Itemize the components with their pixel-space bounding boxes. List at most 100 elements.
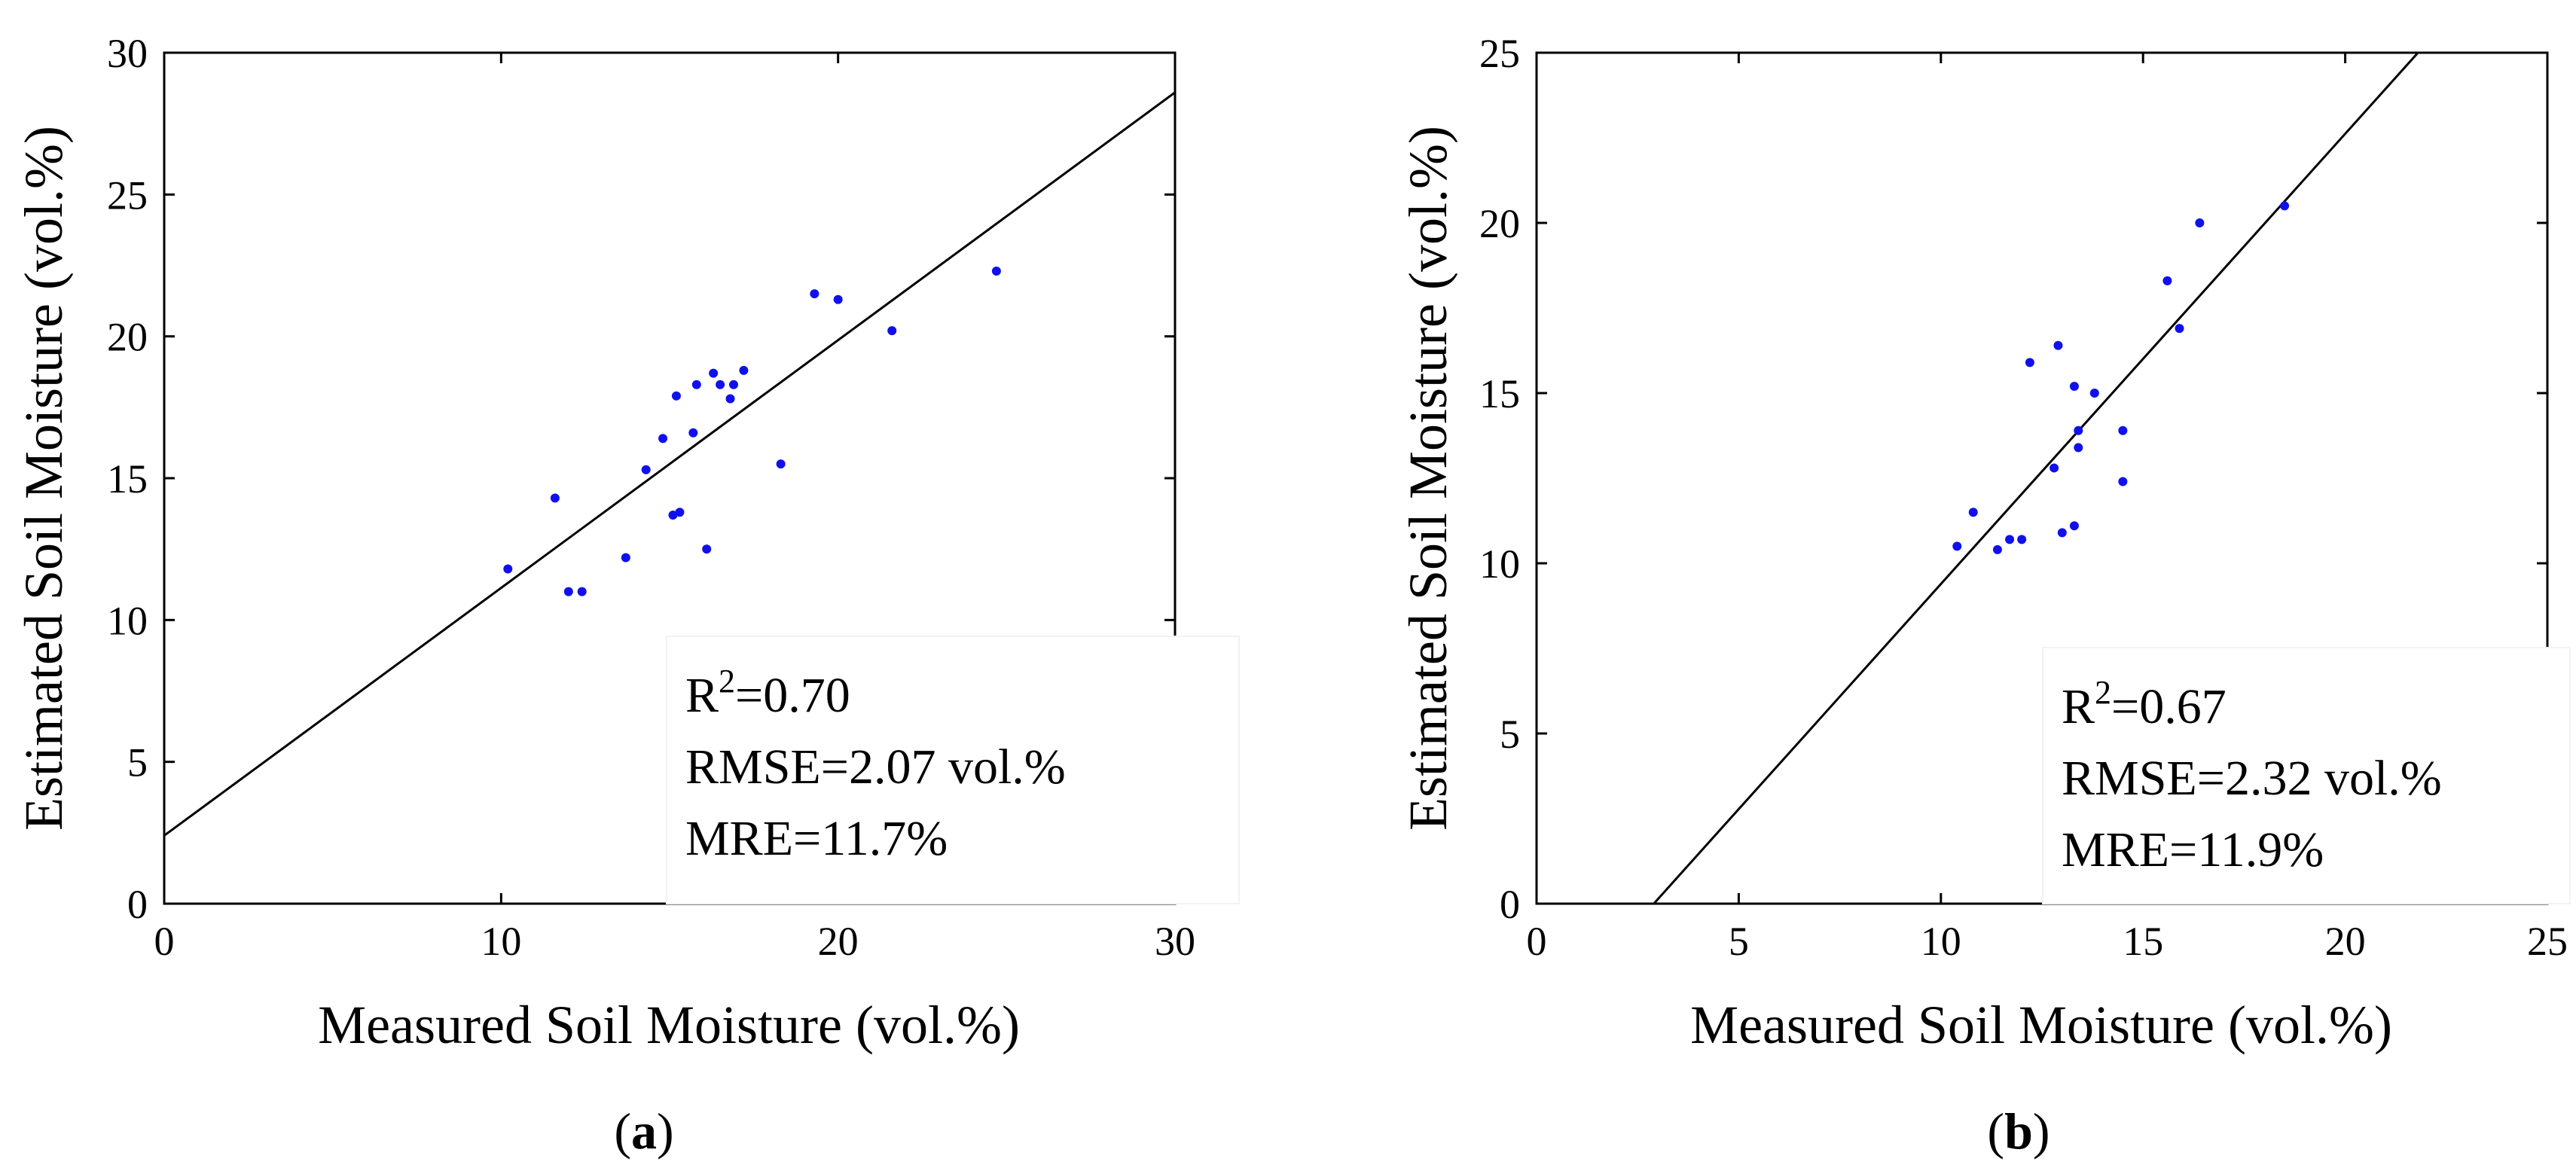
x-tick-label-b-5: 25	[2527, 919, 2568, 964]
tick-labels-a: 0 10 20 30 0 5 10 15 20 25 30	[107, 31, 1195, 964]
mre-b: MRE=11.9%	[2062, 822, 2324, 877]
y-tick-label-b-5: 25	[1479, 31, 1520, 76]
data-point-a-16	[728, 380, 738, 389]
tick-labels-b: 0 5 10 15 20 25 0 5 10 15 20 25	[1479, 31, 2568, 964]
y-tick-label-b-3: 15	[1479, 371, 1520, 416]
x-axis-title-a: Measured Soil Moisture (vol.%)	[318, 995, 1020, 1055]
x-tick-label-b-4: 20	[2325, 919, 2366, 964]
x-tick-label-b-0: 0	[1527, 919, 1547, 964]
data-point-a-9	[675, 508, 685, 517]
data-point-b-15	[2118, 425, 2128, 435]
data-point-b-14	[2118, 477, 2128, 486]
data-point-a-8	[671, 391, 681, 401]
data-point-a-5	[641, 465, 651, 474]
r2-sup-a: 2	[719, 663, 735, 700]
y-tick-label-a-5: 25	[107, 172, 148, 218]
caption-b-close: )	[2033, 1102, 2050, 1160]
fit-line-b	[1653, 51, 2419, 905]
panel-a: 0 10 20 30 0 5 10 15 20 25 30 R2=0.70 RMSE=2.07 vo…	[14, 31, 1240, 1160]
fit-line-a	[163, 91, 1176, 837]
y-tick-label-a-4: 20	[107, 315, 148, 360]
data-point-b-2	[1992, 544, 2002, 554]
x-tick-label-b-2: 10	[1921, 919, 1961, 964]
r2-value-a: =0.70	[735, 668, 850, 723]
data-points-a	[503, 267, 1001, 596]
y-axis-title-b: Estimated Soil Moisture (vol.%)	[1398, 126, 1458, 831]
data-point-a-10	[688, 428, 698, 438]
y-tick-label-b-2: 10	[1479, 541, 1520, 587]
rmse-b: RMSE=2.32 vol.%	[2062, 751, 2442, 806]
data-point-b-17	[2175, 324, 2184, 334]
y-tick-label-b-1: 5	[1500, 712, 1520, 757]
data-point-a-4	[621, 553, 630, 563]
data-point-a-13	[709, 368, 719, 378]
x-tick-label-a-1: 10	[481, 919, 521, 964]
data-points-b	[1952, 201, 2290, 554]
data-point-b-10	[2069, 381, 2079, 391]
r2-label-b: R	[2062, 679, 2095, 734]
x-tick-label-b-3: 15	[2123, 919, 2163, 964]
data-point-b-1	[1968, 508, 1978, 517]
data-point-b-8	[2057, 528, 2067, 538]
data-point-b-4	[2017, 535, 2027, 544]
data-point-b-18	[2195, 218, 2205, 227]
r2-label-a: R	[685, 668, 719, 723]
axis-ticks-b	[1535, 51, 2549, 905]
data-point-b-16	[2162, 276, 2172, 285]
stats-box-a	[666, 636, 1240, 904]
data-point-a-14	[716, 380, 725, 389]
mre-a: MRE=11.7%	[685, 811, 948, 866]
caption-a-close: )	[657, 1102, 674, 1160]
caption-b-open: (	[1987, 1102, 2004, 1160]
data-point-a-3	[577, 587, 587, 596]
x-axis-title-b: Measured Soil Moisture (vol.%)	[1690, 995, 2392, 1055]
data-point-a-0	[503, 564, 513, 574]
data-point-b-5	[2025, 358, 2034, 367]
y-tick-label-a-3: 15	[107, 456, 148, 502]
data-point-a-2	[563, 587, 573, 596]
data-point-a-19	[810, 289, 819, 299]
data-point-a-22	[991, 267, 1001, 276]
caption-a-letter: a	[631, 1102, 657, 1160]
data-point-b-7	[2053, 340, 2063, 350]
x-tick-label-b-1: 5	[1729, 919, 1749, 964]
data-point-a-11	[691, 380, 701, 389]
data-point-b-19	[2280, 201, 2290, 211]
panel-b: 0 5 10 15 20 25 0 5 10 15 20 25 R2=0.67 RMSE=2.32 v…	[1398, 31, 2571, 1160]
r2-value-b: =0.67	[2111, 679, 2227, 734]
data-point-b-0	[1952, 541, 1962, 551]
caption-b: (b)	[1987, 1102, 2050, 1160]
y-axis-title-a: Estimated Soil Moisture (vol.%)	[14, 126, 74, 831]
stats-box-b	[2042, 647, 2571, 904]
y-tick-label-b-4: 20	[1479, 201, 1520, 246]
data-point-a-20	[833, 294, 843, 304]
data-point-a-17	[739, 365, 749, 375]
data-point-a-21	[887, 326, 897, 336]
caption-a-open: (	[614, 1102, 631, 1160]
data-point-a-12	[702, 544, 712, 554]
y-tick-label-a-2: 10	[107, 598, 148, 643]
data-point-a-6	[658, 434, 668, 444]
data-point-a-15	[725, 394, 735, 404]
x-tick-label-a-2: 20	[818, 919, 859, 964]
data-point-b-9	[2069, 521, 2079, 531]
y-tick-label-a-1: 5	[127, 740, 148, 785]
data-point-b-6	[2050, 463, 2059, 473]
data-point-b-13	[2089, 389, 2099, 398]
data-point-b-12	[2074, 425, 2083, 435]
data-point-a-18	[776, 459, 786, 469]
rmse-a: RMSE=2.07 vol.%	[685, 739, 1066, 794]
data-point-b-11	[2074, 443, 2083, 453]
x-tick-label-a-0: 0	[154, 919, 175, 964]
r2-sup-b: 2	[2095, 674, 2111, 711]
x-tick-label-a-3: 30	[1155, 919, 1195, 964]
data-point-a-1	[550, 493, 560, 503]
y-tick-label-a-6: 30	[107, 31, 148, 76]
y-tick-label-b-0: 0	[1500, 882, 1520, 927]
caption-a: (a)	[614, 1102, 673, 1160]
r2-b: R2=0.67	[2062, 674, 2227, 734]
r2-a: R2=0.70	[685, 663, 850, 723]
data-point-b-3	[2005, 535, 2015, 544]
